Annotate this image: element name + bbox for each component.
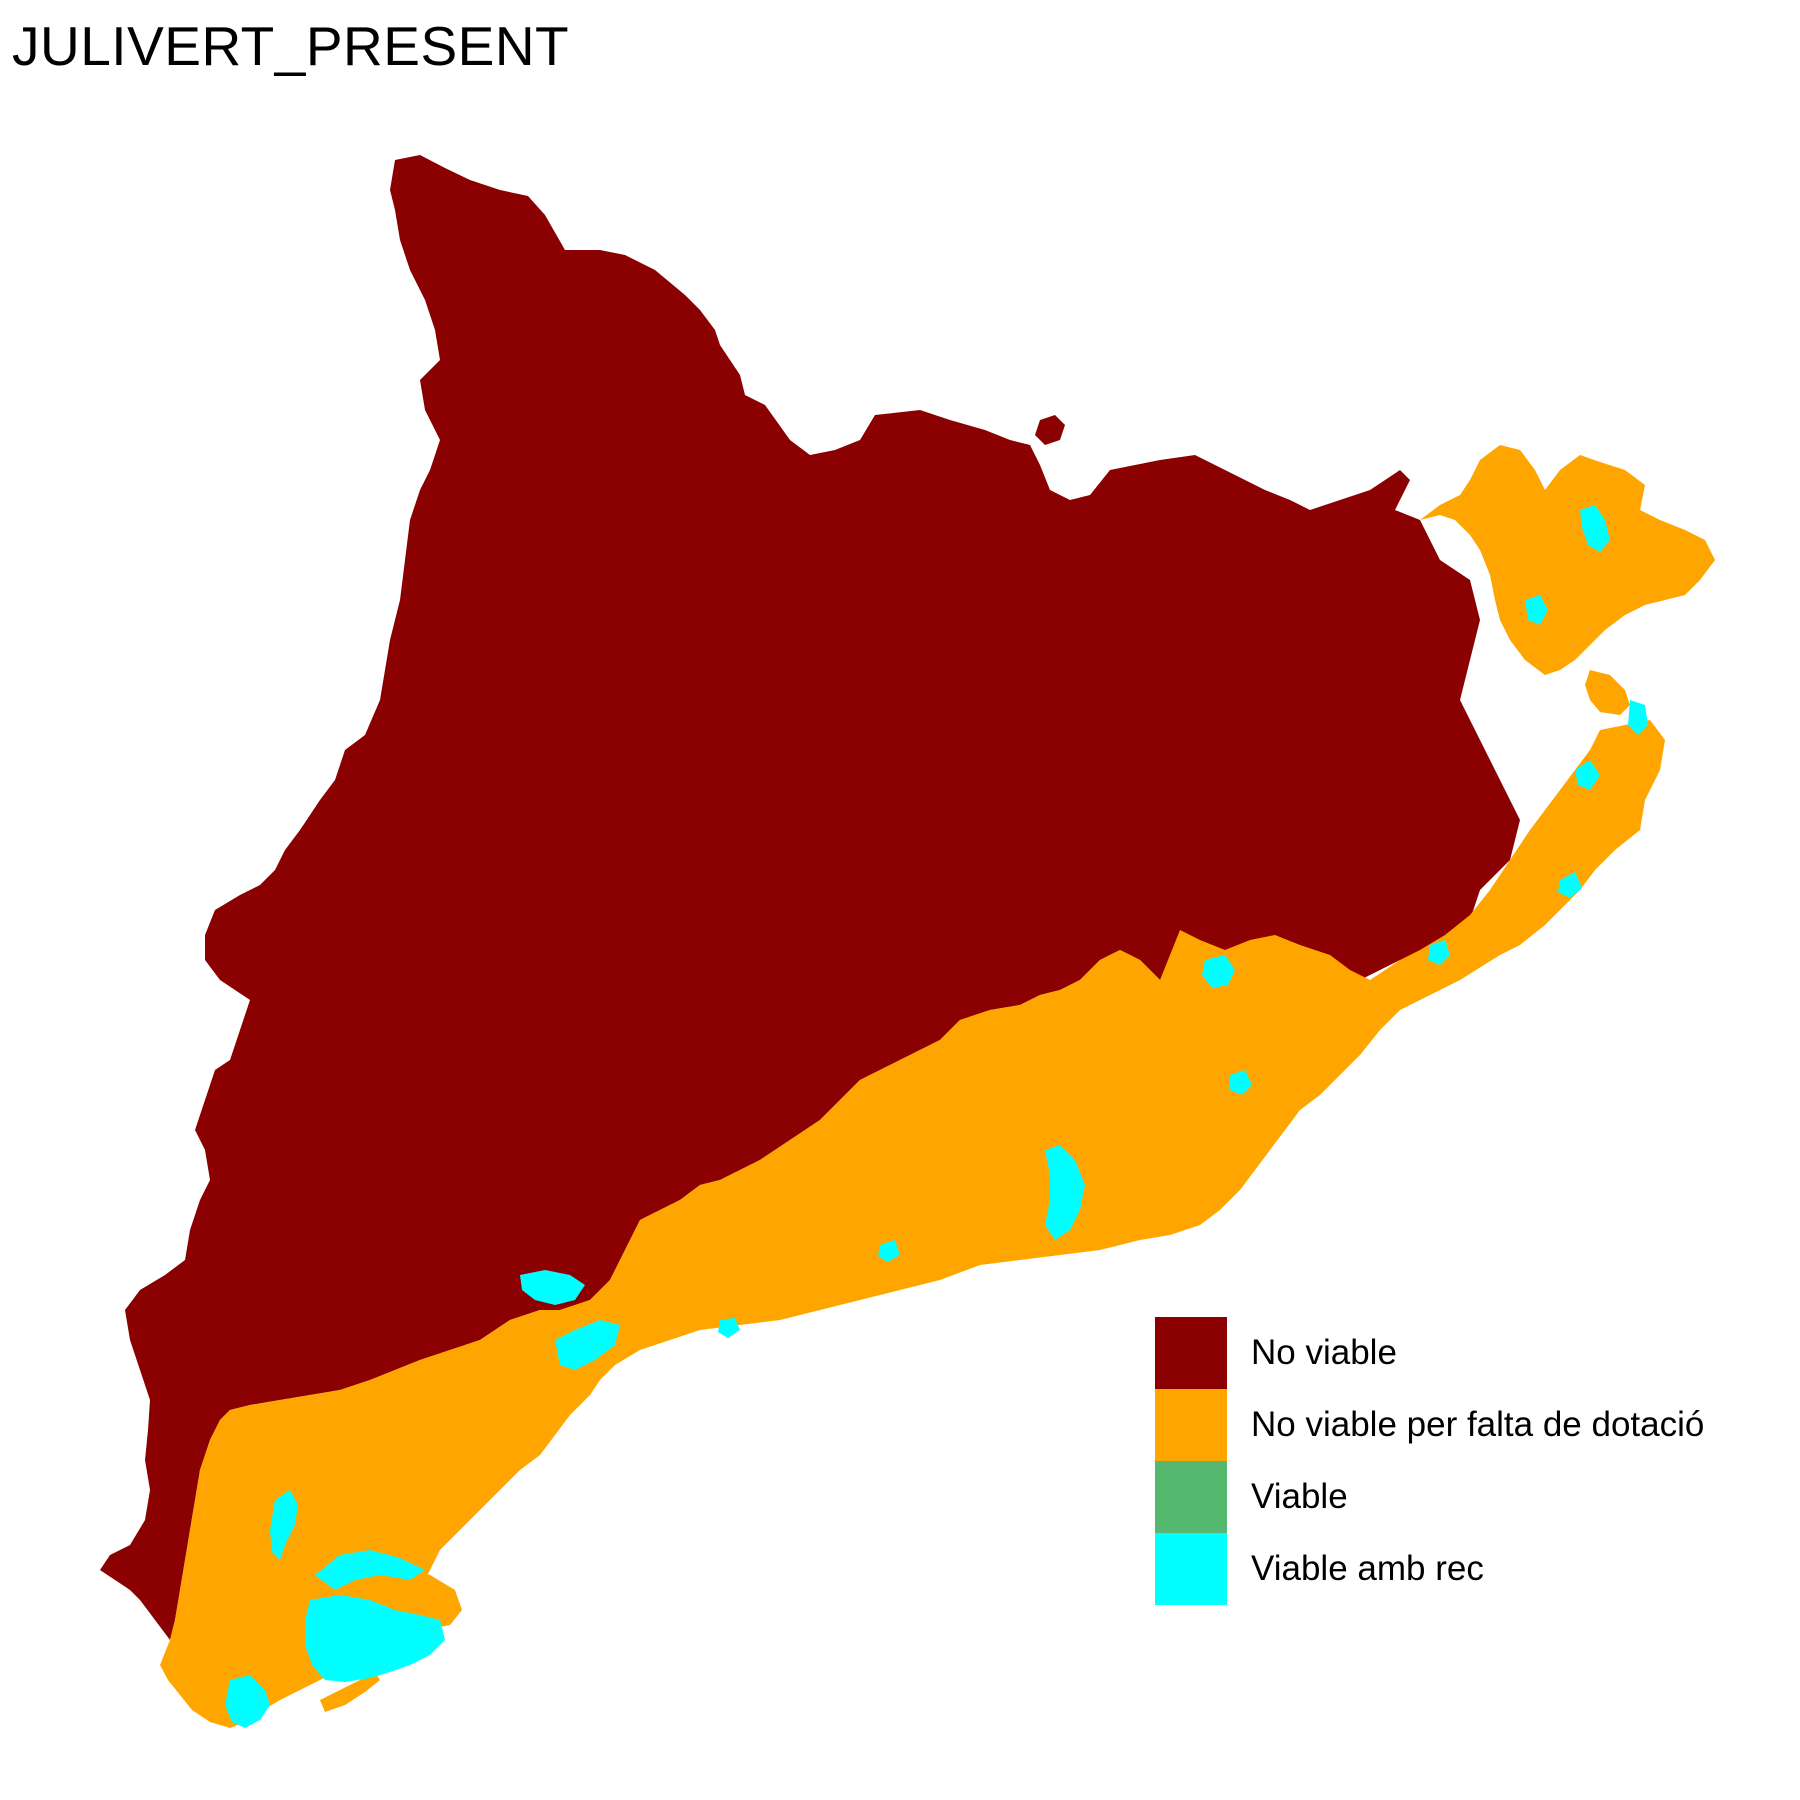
legend-item-no-viable: No viable xyxy=(1155,1317,1704,1389)
legend-swatch-no-viable-dotacio xyxy=(1155,1389,1227,1461)
legend-item-viable: Viable xyxy=(1155,1461,1704,1533)
legend-swatch-viable xyxy=(1155,1461,1227,1533)
region-no-viable-dotacio-ne2 xyxy=(1585,670,1630,715)
region-no-viable-dotacio-ne xyxy=(1420,445,1715,675)
map-title: JULIVERT_PRESENT xyxy=(12,15,570,77)
legend-swatch-no-viable xyxy=(1155,1317,1227,1389)
region-viable-amb-rec xyxy=(225,505,1648,1728)
region-no-viable-dotacio-spit xyxy=(320,1672,380,1712)
region-no-viable xyxy=(100,155,1520,1640)
legend-swatch-viable-amb-rec xyxy=(1155,1533,1227,1605)
region-no-viable-enclave xyxy=(1035,415,1065,445)
legend-item-no-viable-dotacio: No viable per falta de dotació xyxy=(1155,1389,1704,1461)
map-legend: No viable No viable per falta de dotació… xyxy=(1155,1317,1704,1605)
legend-label-viable: Viable xyxy=(1251,1477,1348,1516)
region-no-viable-dotacio xyxy=(160,720,1665,1728)
legend-label-viable-amb-rec: Viable amb rec xyxy=(1251,1549,1484,1588)
legend-label-no-viable-dotacio: No viable per falta de dotació xyxy=(1251,1405,1705,1444)
legend-label-no-viable: No viable xyxy=(1251,1333,1397,1372)
legend-item-viable-amb-rec: Viable amb rec xyxy=(1155,1533,1704,1605)
